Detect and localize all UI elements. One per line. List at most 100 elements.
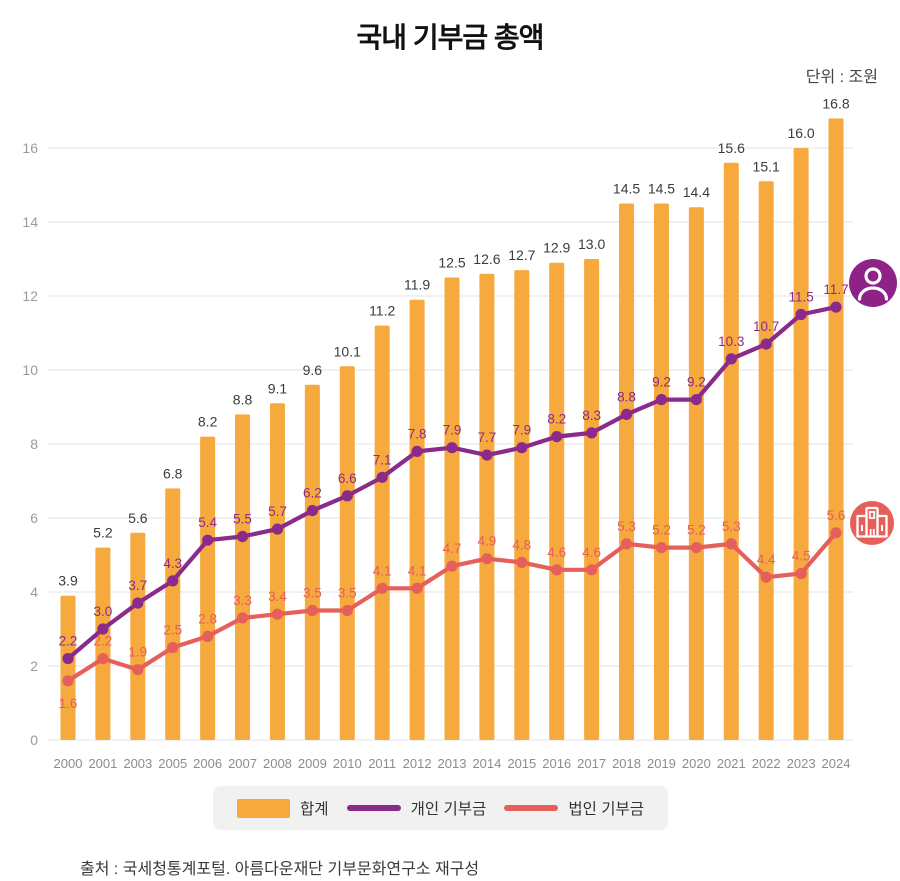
individual-point [795, 308, 807, 321]
building-icon-tower [865, 506, 879, 538]
total-bar [514, 270, 530, 740]
individual-value-label: 9.2 [652, 375, 671, 390]
total-bar [304, 384, 320, 740]
legend-label-corporate: 법인 기부금 [568, 801, 644, 818]
legend-item-individual: 개인 기부금 [346, 797, 486, 819]
x-axis-label: 2009 [298, 756, 327, 771]
total-value-label: 11.9 [404, 277, 430, 293]
x-axis-label: 2023 [787, 756, 816, 771]
legend-label-total: 합계 [300, 801, 329, 818]
individual-value-label: 5.7 [268, 504, 287, 519]
corporate-value-label: 3.5 [303, 586, 322, 601]
total-bar [339, 366, 355, 740]
total-value-label: 8.8 [233, 391, 253, 407]
total-bar [60, 595, 76, 740]
corporate-point [481, 553, 493, 565]
corporate-point [725, 538, 737, 550]
corporate-value-label: 1.9 [128, 645, 147, 660]
individual-value-label: 7.1 [373, 452, 392, 467]
individual-value-label: 7.7 [478, 430, 497, 445]
individual-point [620, 408, 633, 420]
corporate-value-label: 4.6 [582, 545, 601, 560]
individual-point [167, 575, 179, 587]
corporate-point [516, 556, 528, 569]
building-icon-right-wing [877, 514, 888, 538]
corporate-value-label: 4.6 [547, 545, 566, 560]
y-axis-label: 14 [22, 214, 38, 230]
total-bar [200, 436, 216, 740]
x-axis-label: 2010 [333, 756, 362, 771]
y-axis-label: 12 [22, 288, 38, 304]
individual-value-label: 7.8 [408, 426, 427, 441]
source-text: 출처 : 국세청통계포털. 아름다운재단 기부문화연구소 재구성 [80, 861, 480, 878]
corporate-point [376, 582, 388, 594]
total-bar [828, 118, 844, 740]
individual-point [725, 353, 737, 365]
x-axis-label: 2020 [682, 756, 711, 771]
individual-value-label: 3.0 [94, 604, 113, 619]
total-bar [95, 547, 111, 740]
individual-point [690, 394, 702, 406]
corporate-point [62, 675, 74, 687]
x-axis-label: 2016 [542, 756, 571, 771]
building-icon [850, 501, 894, 545]
total-value-label: 12.5 [438, 255, 465, 271]
individual-point [236, 530, 249, 543]
total-bar [374, 325, 390, 740]
individual-value-label: 8.2 [547, 412, 566, 427]
total-value-label: 15.6 [718, 140, 745, 156]
x-axis-label: 2024 [822, 756, 851, 771]
building-icon-left-wing [856, 514, 867, 538]
total-bar [723, 162, 739, 741]
individual-point [760, 338, 772, 350]
x-axis-label: 2005 [158, 756, 187, 771]
individual-point [830, 301, 842, 313]
y-axis-label: 2 [30, 658, 38, 674]
legend-item-corporate: 법인 기부금 [504, 797, 644, 819]
individual-value-label: 5.4 [198, 515, 217, 530]
legend: 합계 개인 기부금 법인 기부금 [213, 786, 668, 830]
total-value-label: 11.2 [369, 303, 395, 319]
x-axis-label: 2003 [123, 756, 152, 771]
corporate-point [830, 527, 842, 539]
individual-value-label: 6.2 [303, 486, 322, 501]
corporate-point [655, 542, 668, 554]
corporate-value-label: 3.4 [268, 589, 287, 604]
corporate-point [760, 571, 772, 583]
total-bar [130, 532, 146, 740]
total-value-label: 14.4 [683, 184, 710, 200]
x-axis-label: 2013 [438, 756, 467, 771]
corporate-value-label: 4.7 [443, 541, 462, 556]
individual-point [202, 534, 214, 546]
individual-point [271, 523, 284, 535]
individual-value-label: 2.2 [59, 634, 78, 649]
x-axis-label: 2021 [717, 756, 746, 771]
individual-point [97, 623, 109, 635]
legend-item-total: 합계 [237, 797, 329, 819]
corporate-value-label: 2.8 [198, 611, 217, 626]
corporate-value-label: 3.3 [233, 593, 252, 608]
individual-point [586, 427, 598, 439]
corporate-value-label: 4.8 [512, 537, 531, 552]
total-value-label: 12.9 [543, 240, 570, 256]
total-value-label: 10.1 [334, 343, 361, 359]
total-bar [269, 403, 285, 740]
corporate-point [795, 567, 807, 580]
total-value-label: 13.0 [578, 236, 605, 252]
x-axis-label: 2017 [577, 756, 606, 771]
individual-point [376, 471, 388, 483]
total-bar [688, 207, 704, 740]
corporate-point [97, 653, 109, 665]
individual-value-label: 10.7 [753, 319, 779, 334]
corporate-value-label: 2.5 [163, 623, 182, 638]
person-icon-head [864, 267, 882, 285]
total-value-label: 9.1 [268, 380, 288, 396]
corporate-value-label: 2.2 [94, 634, 113, 649]
x-axis-label: 2012 [403, 756, 432, 771]
corporate-point [271, 608, 284, 620]
total-value-label: 16.8 [822, 95, 849, 111]
page-title: 국내 기부금 총액 [356, 22, 545, 53]
corporate-point [202, 630, 214, 643]
individual-value-label: 8.3 [582, 408, 601, 423]
individual-value-label: 4.3 [163, 556, 182, 571]
